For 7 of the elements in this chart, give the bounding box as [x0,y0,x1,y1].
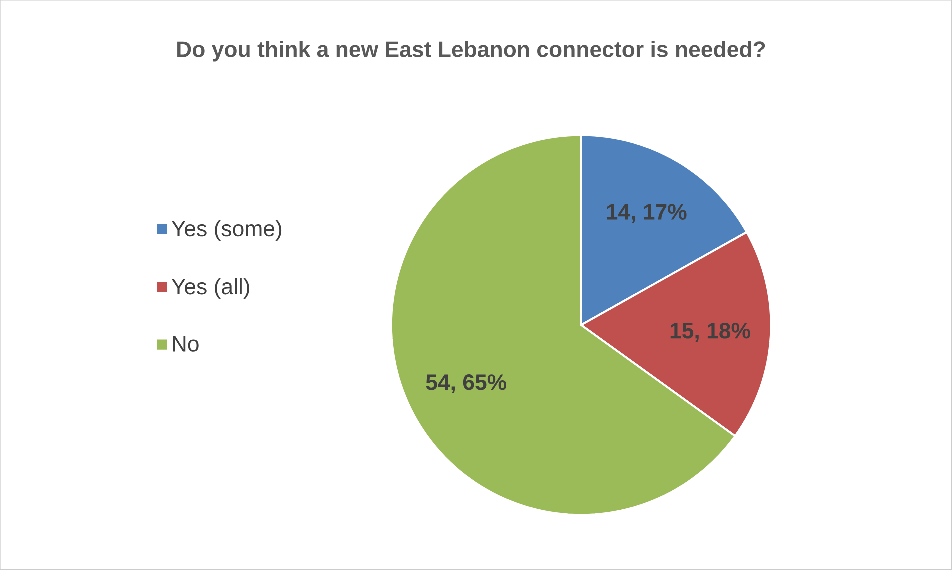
chart-title: Do you think a new East Lebanon connector is needed? [178,41,766,62]
legend-label: Yes (some) [172,220,282,241]
data-label: 54, 65% [426,374,507,394]
legend-label: No [173,336,199,352]
legend-label: Yes (all) [172,278,250,300]
data-label: 15, 18% [670,322,750,342]
data-label: 14, 17% [607,204,687,224]
